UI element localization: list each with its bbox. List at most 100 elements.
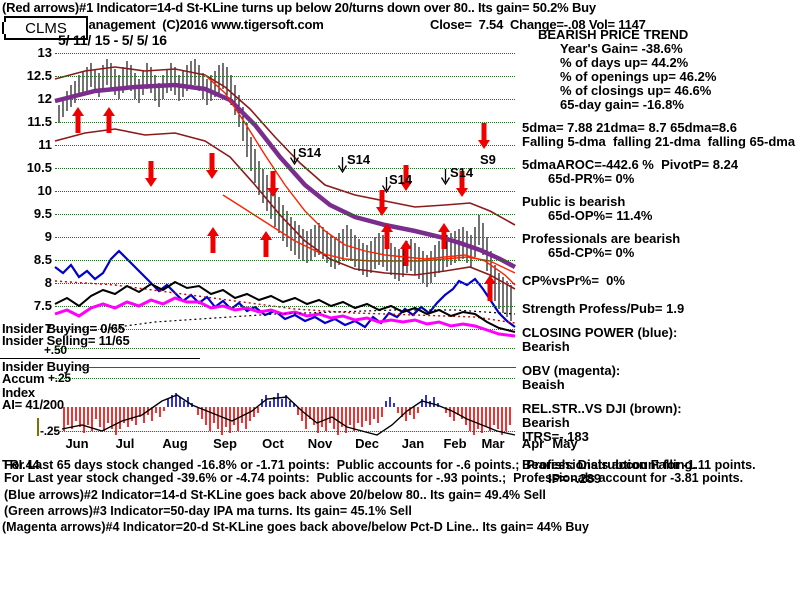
- accum-label: Accum: [2, 371, 45, 386]
- x-tick: Jan: [401, 436, 425, 451]
- footer-line-magenta-arrows: (Magenta arrows)#4 Indicator=20-d St-KLi…: [2, 520, 589, 534]
- panel-line-65day-gain: 65-day gain= -16.8%: [560, 97, 684, 112]
- panel-line-obv-value: Beaish: [522, 377, 565, 392]
- y-tick: 12: [37, 91, 52, 106]
- buy-arrow-up-icon: [438, 223, 450, 249]
- obv-magenta-line: [54, 296, 516, 338]
- accum-blue-bars: [167, 393, 439, 407]
- y-tick: 9.5: [33, 206, 52, 221]
- panel-line-65d-cp: 65d-CP%= 0%: [548, 245, 635, 260]
- small-sell-arrow-icon: [337, 157, 348, 174]
- plus-50-label: +.50: [44, 343, 67, 357]
- x-tick: Feb: [443, 436, 467, 451]
- gridline: [55, 168, 515, 169]
- gridline-magenta: [55, 431, 515, 432]
- gridline: [55, 76, 515, 77]
- x-tick: May: [552, 436, 578, 451]
- footer-line-lastyear: For Last year stock changed -39.6% or -4…: [4, 471, 744, 485]
- panel-line-dma-values: 5dma= 7.88 21dma= 8.7 65dma=8.6: [522, 120, 738, 135]
- insider-accum-zero-line: [80, 367, 516, 368]
- gridline: [55, 99, 515, 100]
- band-red-upper: [204, 74, 516, 286]
- sell-arrow-down-icon: [376, 190, 388, 216]
- annotation-s14: S14: [450, 165, 474, 180]
- x-tick: Oct: [262, 436, 284, 451]
- gridline: [55, 53, 515, 54]
- band-lower-brown: [54, 128, 516, 290]
- price-plot-area: [54, 45, 517, 345]
- footer-line-65days: For Last 65 days stock changed -16.8% or…: [4, 458, 756, 472]
- ticker-notch: [2, 22, 8, 34]
- gridline: [55, 122, 515, 123]
- accum-red-bars: [63, 407, 511, 435]
- buy-arrow-up-icon: [207, 227, 219, 253]
- header-indicator-line: (Red arrows)#1 Indicator=14-d St-KLine t…: [2, 0, 596, 15]
- header-quote-line: Close= 7.54 Change=-.08 Vol= 1147: [430, 17, 646, 32]
- gridline: [55, 348, 515, 349]
- rel-strength-dotted: [54, 280, 516, 324]
- buy-arrow-up-icon: [484, 275, 496, 301]
- sell-arrow-down-icon: [267, 171, 279, 197]
- buy-arrow-up-icon: [103, 107, 115, 133]
- x-tick: Jun: [65, 436, 89, 451]
- gridline: [55, 306, 515, 307]
- panel-line-closings-up: % of closings up= 46.6%: [560, 83, 712, 98]
- x-tick: Aug: [162, 436, 188, 451]
- price-y-axis: 13 12.5 12 11.5 11 10.5 10 9.5 9 8.5 8 7…: [0, 45, 52, 345]
- index-label: Index: [2, 385, 35, 400]
- y-tick: 13: [37, 45, 52, 60]
- date-range-label: 5/ 11/ 15 - 5/ 5/ 16: [58, 32, 167, 48]
- panel-line-65d-op: 65d-OP%= 11.4%: [548, 208, 653, 223]
- axis-tick-mark: [37, 418, 39, 436]
- small-sell-arrow-icon: [440, 169, 451, 186]
- y-tick: 10: [37, 183, 52, 198]
- ai-value-label: AI= 41/200: [2, 397, 64, 412]
- buy-arrow-up-icon: [72, 107, 84, 133]
- insider-buying-title: Insider Buying: [2, 359, 90, 374]
- panel-line-relstr-title: REL.STR..VS DJI (brown):: [522, 401, 682, 416]
- panel-line-public-bearish: Public is bearish: [522, 194, 626, 209]
- panel-line-relstr-value: Bearish: [522, 415, 570, 430]
- accumulation-index-svg: [61, 393, 516, 436]
- ticker-value: CLMS: [25, 19, 67, 37]
- obv-black-line: [54, 280, 516, 333]
- y-tick: 7.5: [33, 298, 52, 313]
- panel-line-strength: Strength Profess/Pub= 1.9: [522, 301, 685, 316]
- panel-line-distribution: Bearish: Distrubtion Falling.: [522, 457, 697, 472]
- x-tick: Nov: [307, 436, 333, 451]
- gridline: [55, 145, 515, 146]
- panel-line-ip: IP= -.289: [548, 471, 602, 486]
- panel-line-cp-vs-pr: CP%vsPr%= 0%: [522, 273, 625, 288]
- y-tick: 7: [44, 321, 52, 336]
- x-tick: Apr: [521, 436, 545, 451]
- small-sell-arrow-icon: [289, 149, 300, 166]
- ticker-input[interactable]: CLMS: [2, 16, 88, 40]
- panel-line-days-up: % of days up= 44.2%: [560, 55, 689, 70]
- accum-index-line: [61, 394, 516, 436]
- small-sell-arrow-icon: [381, 177, 392, 194]
- insider-buying-label: Insider Buying= 0/65: [2, 321, 125, 336]
- y-tick: 11.5: [27, 114, 52, 129]
- x-tick: Dec: [355, 436, 379, 451]
- panel-line-closing-power-value: Bearish: [522, 339, 570, 354]
- y-tick: 8.5: [33, 252, 52, 267]
- panel-line-trend-title: BEARISH PRICE TREND: [538, 27, 689, 42]
- y-tick: 11: [38, 137, 52, 152]
- x-tick: Jul: [115, 436, 135, 451]
- month-axis: Jun Jul Aug Sep Oct Nov Dec Jan Feb Mar …: [55, 436, 577, 452]
- y-tick: 8: [44, 275, 52, 290]
- divider-line: [0, 358, 200, 359]
- gridline: [55, 378, 515, 379]
- panel-line-professionals-bearish: Professionals are bearish: [522, 231, 681, 246]
- footer-overlay-text: TRI.44: [2, 458, 40, 472]
- sell-arrow-down-icon: [456, 171, 468, 197]
- footer-line-green-arrows: (Green arrows)#3 Indicator=50-day IPA ma…: [4, 504, 412, 518]
- annotation-s9: S9: [480, 152, 496, 167]
- panel-line-dma-falling: Falling 5-dma falling 21-dma falling 65-…: [522, 134, 796, 149]
- obv-svg: [54, 280, 516, 338]
- band-upper-brown: [54, 66, 516, 226]
- sell-arrow-down-icon: [206, 153, 218, 179]
- band-red-lower: [222, 194, 516, 274]
- annotation-s14: S14: [389, 172, 413, 187]
